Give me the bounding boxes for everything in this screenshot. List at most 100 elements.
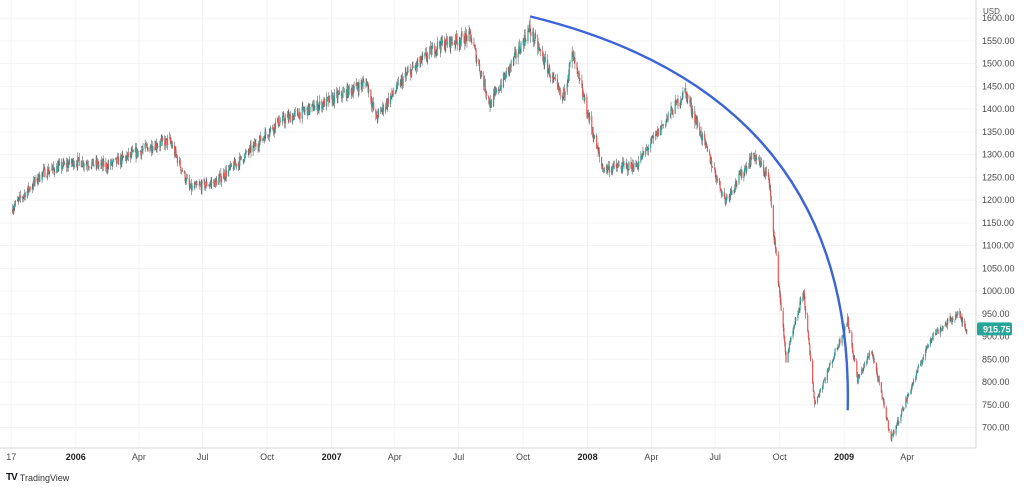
- candle: [849, 329, 851, 333]
- candle: [272, 124, 274, 131]
- candle: [56, 160, 59, 173]
- candle: [178, 156, 181, 166]
- candle: [62, 158, 64, 170]
- x-tick-label: Oct: [260, 452, 275, 462]
- candle: [13, 203, 15, 214]
- candle: [124, 155, 127, 162]
- candle: [14, 201, 16, 212]
- candle: [800, 296, 802, 305]
- candle: [661, 123, 664, 126]
- y-tick-label: 1300.00: [982, 150, 1015, 160]
- candle: [216, 176, 218, 187]
- candle: [553, 71, 555, 83]
- candle: [848, 326, 850, 334]
- candle: [351, 83, 353, 96]
- candle: [464, 36, 466, 50]
- candle: [479, 70, 481, 79]
- candle: [342, 86, 344, 99]
- candle: [298, 108, 300, 120]
- candle: [161, 133, 163, 142]
- candle: [95, 155, 97, 170]
- candle: [145, 142, 147, 146]
- y-tick-label: 1200.00: [982, 195, 1015, 205]
- candle: [695, 115, 697, 125]
- candle: [416, 58, 418, 72]
- candle: [582, 90, 584, 98]
- candle: [250, 139, 252, 158]
- candle: [684, 88, 686, 94]
- last-price-value: 915.75: [983, 324, 1011, 334]
- candle: [955, 311, 957, 319]
- candle: [190, 178, 193, 196]
- candle: [327, 96, 329, 101]
- drawn-arc-annotation[interactable]: [529, 15, 849, 411]
- price-axis[interactable]: 700.00 750.00 800.00 850.00 900.00 950.00 1000…: [982, 13, 1015, 432]
- candle: [454, 40, 456, 52]
- candle: [97, 159, 99, 170]
- candle: [142, 142, 144, 155]
- candle: [784, 341, 786, 355]
- candle: [265, 128, 267, 139]
- candle: [549, 74, 552, 83]
- candle: [650, 136, 652, 144]
- candle: [135, 147, 137, 163]
- candle: [277, 115, 279, 128]
- candle: [227, 165, 230, 177]
- candle: [508, 67, 510, 78]
- candle: [331, 90, 333, 100]
- candle: [71, 159, 73, 167]
- candle: [866, 360, 868, 367]
- tradingview-brand[interactable]: TV TradingView: [6, 472, 69, 483]
- candle: [701, 131, 704, 146]
- candle: [136, 148, 139, 159]
- candle: [706, 145, 709, 153]
- candle: [175, 146, 177, 159]
- candle: [551, 71, 554, 84]
- candle: [490, 98, 493, 108]
- candle: [563, 86, 565, 100]
- candle: [249, 144, 251, 155]
- candle: [630, 157, 632, 170]
- candle: [274, 123, 276, 134]
- candle: [235, 163, 237, 171]
- candle: [237, 161, 239, 172]
- candle: [66, 157, 68, 172]
- candle: [345, 89, 347, 101]
- candle: [753, 152, 755, 160]
- candle: [557, 83, 559, 91]
- candle: [775, 247, 777, 257]
- time-axis[interactable]: 17 2006 Apr Jul Oct 2007 Apr Jul Oct 2008 Apr Jul Oc…: [6, 452, 914, 462]
- candle: [278, 124, 280, 127]
- candle: [519, 48, 521, 55]
- candle: [739, 169, 742, 176]
- candle: [755, 149, 757, 162]
- candle: [765, 166, 767, 177]
- candle: [818, 392, 820, 398]
- candle: [931, 338, 933, 344]
- candle: [708, 149, 711, 156]
- candle: [406, 71, 408, 81]
- candle: [448, 36, 451, 48]
- candle: [39, 174, 41, 183]
- candle: [385, 103, 387, 115]
- candle: [795, 316, 797, 325]
- candle: [856, 371, 859, 385]
- candle: [686, 91, 688, 104]
- candle: [736, 181, 738, 190]
- candle: [66, 157, 68, 173]
- candle: [745, 165, 747, 176]
- candle: [397, 76, 399, 86]
- plot-area[interactable]: [0, 0, 976, 448]
- candle: [931, 333, 934, 341]
- candle: [155, 140, 157, 151]
- candle: [523, 38, 525, 52]
- candle: [338, 90, 340, 96]
- candle: [431, 42, 433, 56]
- candle: [80, 160, 82, 168]
- candle: [225, 165, 228, 182]
- candle: [370, 89, 372, 105]
- candle: [714, 167, 716, 178]
- candle: [627, 168, 629, 175]
- candle: [443, 36, 446, 51]
